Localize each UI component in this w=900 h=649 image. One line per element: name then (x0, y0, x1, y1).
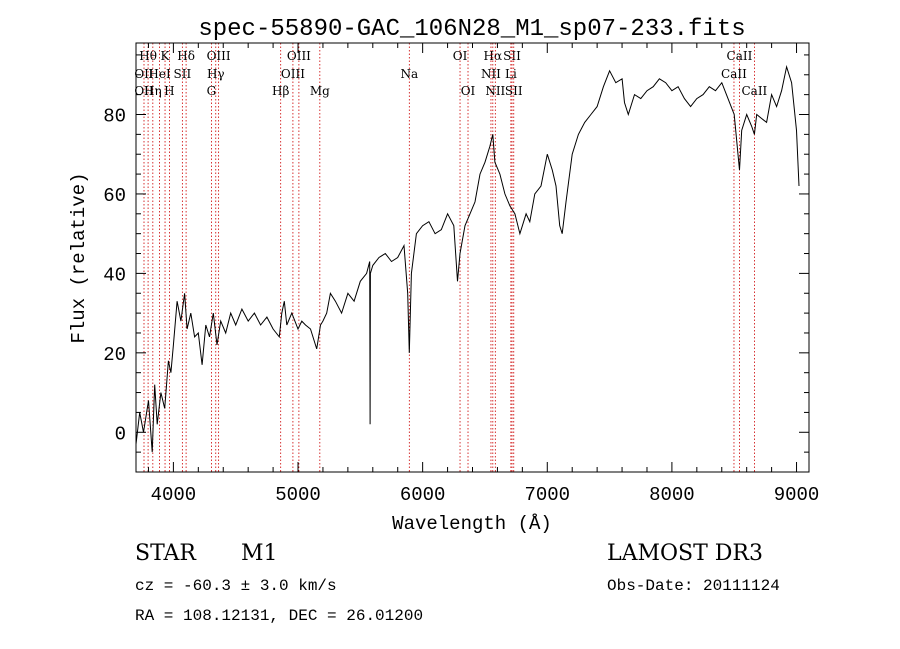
spectral-line-label: Hδ (177, 49, 195, 63)
spectral-line-label: NII (481, 67, 501, 81)
spectral-line-label: SII (505, 84, 523, 98)
spectral-line-label: HeI (148, 67, 171, 81)
spectral-line-label: SII (503, 49, 521, 63)
spectral-line-label: OIII (287, 49, 311, 63)
spectral-line-label: OII (134, 67, 154, 81)
spectral-line-label: Li (505, 67, 517, 81)
x-axis-label: Wavelength (Å) (392, 513, 552, 535)
spectral-line-label: OIII (281, 67, 305, 81)
x-tick-label: 9000 (774, 484, 820, 506)
spectral-line-label: Hα (484, 49, 503, 63)
y-tick-label: 20 (103, 344, 126, 366)
spectral-line-label: NII (485, 84, 505, 98)
spectral-line-label: K (161, 49, 171, 63)
x-tick-label: 8000 (649, 484, 695, 506)
spectral-line-label: OI (453, 49, 468, 63)
object-subclass: M1 (241, 541, 278, 566)
spectral-line-label: CaII (721, 67, 747, 81)
spectral-line-label: Hη (144, 84, 162, 98)
y-tick-label: 80 (103, 106, 126, 128)
spectral-line-label: OIII (207, 49, 231, 63)
coordinates: RA = 108.12131, DEC = 26.01200 (135, 607, 423, 625)
spectral-line-label: Na (400, 67, 418, 81)
x-tick-label: 7000 (524, 484, 570, 506)
spectral-line-label: OI (461, 84, 476, 98)
object-class: STAR (135, 541, 197, 566)
axis-ticks: 4000 5000 6000 7000 8000 9000 0 20 40 60 80 (103, 43, 819, 506)
spectral-line-label: Hβ (272, 84, 289, 98)
redshift-line: cz = -60.3 ± 3.0 km/s (135, 577, 337, 595)
spectral-line-label: Hθ (139, 49, 157, 63)
spectral-line-label: Hγ (207, 67, 225, 81)
y-tick-label: 40 (103, 264, 126, 286)
x-tick-label: 5000 (275, 484, 321, 506)
y-tick-label: 60 (103, 185, 126, 207)
spectral-line-label: CaII (727, 49, 753, 63)
y-axis-label: Flux (relative) (68, 172, 90, 343)
obs-date: Obs-Date: 20111124 (607, 577, 780, 595)
spectral-line-label: G (207, 84, 217, 98)
spectral-line-label: CaII (741, 84, 767, 98)
spectral-line-label: SII (174, 67, 192, 81)
plot-frame (135, 42, 810, 473)
x-tick-label: 6000 (400, 484, 446, 506)
x-tick-label: 4000 (151, 484, 197, 506)
y-tick-label: 0 (115, 423, 126, 445)
spectral-line-label: H (164, 84, 174, 98)
chart-title: spec-55890-GAC_106N28_M1_sp07-233.fits (198, 16, 745, 43)
spectrum-line (135, 64, 800, 453)
survey-name: LAMOST DR3 (607, 541, 763, 566)
spectral-line-label: Mg (310, 84, 330, 98)
